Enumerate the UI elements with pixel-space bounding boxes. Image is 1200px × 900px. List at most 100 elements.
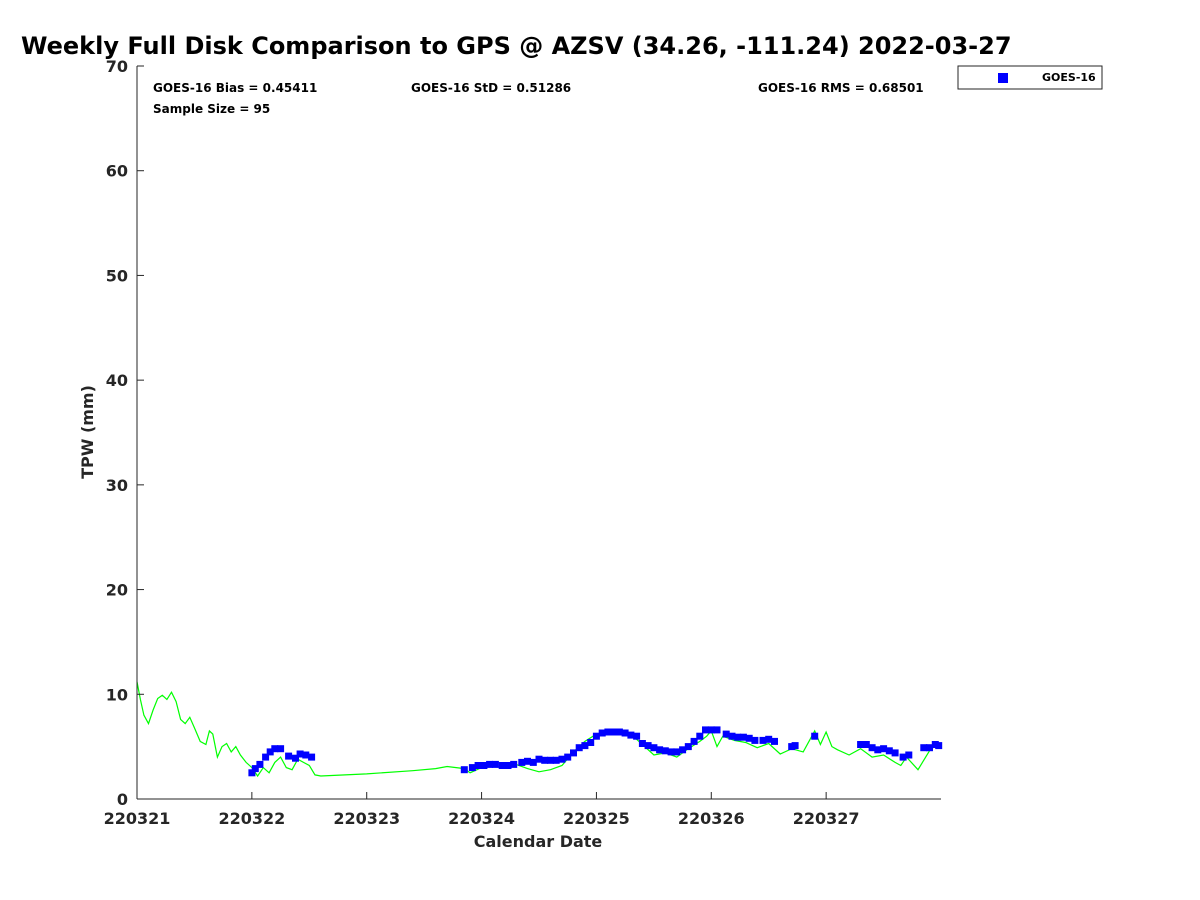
goes16-point <box>248 769 256 777</box>
goes16-point <box>857 741 865 748</box>
bias-stat: GOES-16 Bias = 0.45411 <box>153 81 317 95</box>
goes16-point <box>592 732 600 740</box>
goes16-point <box>486 760 494 768</box>
goes16-point <box>598 729 606 737</box>
goes16-point <box>491 760 499 768</box>
y-tick-label: 10 <box>106 685 128 704</box>
goes16-point <box>474 762 482 769</box>
goes16-point <box>905 751 913 759</box>
y-tick-label: 40 <box>106 371 128 390</box>
goes16-point <box>581 742 589 750</box>
legend-marker-goes16 <box>998 73 1008 83</box>
goes16-point <box>541 756 549 764</box>
goes16-point <box>570 749 577 757</box>
goes16-point <box>661 747 669 755</box>
goes16-point <box>518 758 526 766</box>
goes16-point <box>707 726 715 734</box>
goes16-point <box>673 748 681 756</box>
goes16-point <box>266 748 274 756</box>
goes16-point <box>575 744 583 752</box>
goes16-point <box>308 753 316 761</box>
goes16-point <box>899 753 907 761</box>
goes16-point <box>650 744 658 752</box>
goes16-point <box>552 756 560 764</box>
goes16-point <box>935 742 943 750</box>
x-tick-label: 220321 <box>104 809 171 828</box>
goes16-point <box>690 737 698 745</box>
goes16-point <box>702 726 709 734</box>
goes16-point <box>891 749 899 757</box>
goes-series <box>248 726 943 777</box>
sample-size-stat: Sample Size = 95 <box>153 102 270 116</box>
goes16-point <box>296 750 304 758</box>
goes16-point <box>644 742 652 750</box>
std-stat: GOES-16 StD = 0.51286 <box>411 81 571 95</box>
legend-label-goes16: GOES-16 <box>1042 71 1096 84</box>
y-tick-label: 30 <box>106 476 128 495</box>
goes16-point <box>745 734 753 742</box>
goes16-point <box>615 728 623 736</box>
goes16-point <box>510 760 518 768</box>
goes16-point <box>498 762 506 769</box>
goes16-point <box>751 736 759 744</box>
goes16-point <box>302 751 310 759</box>
y-axis-label: TPW (mm) <box>78 385 97 479</box>
y-tick-label: 50 <box>106 266 128 285</box>
goes16-point <box>656 746 664 754</box>
rms-stat: GOES-16 RMS = 0.68501 <box>758 81 924 95</box>
goes16-point <box>504 762 512 769</box>
y-ticks: 0 10 20 30 40 50 60 70 <box>106 57 144 809</box>
goes16-point <box>771 737 778 745</box>
goes16-point <box>765 735 773 743</box>
chart-title: Weekly Full Disk Comparison to GPS @ AZS… <box>21 32 1012 60</box>
goes16-point <box>558 755 566 763</box>
goes16-point <box>880 745 888 753</box>
legend-box <box>957 65 1103 90</box>
goes16-point <box>547 756 554 764</box>
goes16-point <box>633 732 641 740</box>
x-tick-label: 220326 <box>678 809 745 828</box>
goes16-point <box>926 744 933 752</box>
x-tick-label: 220327 <box>793 809 860 828</box>
goes16-point <box>271 745 279 753</box>
goes16-point <box>277 745 285 753</box>
goes16-point <box>885 747 893 755</box>
y-tick-label: 0 <box>117 790 128 809</box>
goes16-point <box>535 755 543 763</box>
goes16-point <box>262 753 270 761</box>
goes16-point <box>811 732 819 740</box>
goes16-point <box>480 762 488 769</box>
goes16-point <box>874 746 882 754</box>
goes16-point <box>564 753 572 761</box>
goes16-point <box>759 736 767 744</box>
goes16-point <box>621 729 629 737</box>
goes16-point <box>627 731 635 739</box>
goes16-point <box>739 733 747 741</box>
y-tick-label: 70 <box>106 57 128 76</box>
goes16-point <box>524 757 531 765</box>
goes16-point <box>667 748 675 756</box>
goes16-point <box>722 730 730 738</box>
goes16-point <box>587 739 595 746</box>
goes16-point <box>862 741 870 748</box>
goes16-point <box>920 744 928 752</box>
goes16-point <box>251 765 259 773</box>
goes16-point <box>529 758 537 766</box>
legend: GOES-16 <box>957 65 1103 90</box>
goes16-point <box>468 764 476 772</box>
goes16-point <box>292 754 299 762</box>
goes16-point <box>696 732 704 740</box>
x-tick-label: 220325 <box>563 809 630 828</box>
goes16-point <box>728 732 736 740</box>
plot-area <box>137 66 941 799</box>
goes16-point <box>868 744 876 752</box>
y-tick-label: 60 <box>106 162 128 181</box>
x-tick-label: 220323 <box>333 809 400 828</box>
y-tick-label: 20 <box>106 581 128 600</box>
goes16-point <box>713 726 721 734</box>
goes16-point <box>791 742 799 750</box>
x-tick-label: 220322 <box>218 809 285 828</box>
goes16-point <box>285 752 293 760</box>
x-ticks: 220321 220322 220323 220324 220325 220326 2203… <box>104 792 860 828</box>
